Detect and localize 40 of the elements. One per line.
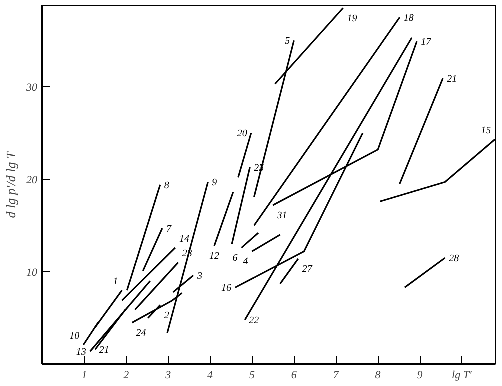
- series-label: 10: [70, 331, 80, 342]
- series-label: 28: [449, 254, 460, 265]
- series-label: 27: [302, 264, 314, 276]
- series-label: 5: [285, 36, 290, 48]
- x-tick-label: 7: [333, 370, 340, 382]
- x-tick-label: 5: [249, 370, 256, 382]
- series-label: 22: [249, 316, 260, 327]
- x-tick-label: lg T′: [452, 370, 472, 382]
- series-label: 21: [447, 74, 458, 86]
- series-label: 3: [196, 271, 202, 282]
- y-axis-title: d lg p′/d lg T: [4, 151, 18, 218]
- series-label: 2: [164, 310, 170, 322]
- series-label: 12: [209, 251, 220, 262]
- series-label: 8: [164, 180, 170, 192]
- series-label: 18: [404, 13, 414, 24]
- series-label: 24: [136, 328, 146, 339]
- series-label: 31: [276, 210, 288, 222]
- series-label: 13: [76, 347, 86, 358]
- series-label: 14: [179, 234, 190, 245]
- series-label: 17: [421, 37, 432, 48]
- y-tick-label: 20: [26, 174, 38, 186]
- series-label: 15: [481, 126, 492, 137]
- series-label: 4: [243, 256, 248, 268]
- y-tick-label: 10: [26, 266, 38, 279]
- x-tick-label: 3: [164, 370, 172, 382]
- y-tick-label: 30: [26, 82, 38, 94]
- series-label: 7: [166, 224, 172, 235]
- series-label: 21: [99, 345, 110, 356]
- series-label: 9: [212, 178, 218, 189]
- x-tick-label: 9: [417, 370, 424, 382]
- x-tick-label: 8: [375, 370, 382, 382]
- series-label: 6: [232, 252, 238, 264]
- series-label: 19: [347, 13, 358, 24]
- x-tick-label: 4: [208, 370, 214, 382]
- series-label: 1: [113, 276, 118, 288]
- x-tick-label: 6: [291, 370, 298, 382]
- x-tick-label: 2: [124, 370, 130, 382]
- series-label: 16: [221, 283, 232, 294]
- series-label: 20: [237, 128, 248, 140]
- x-tick-label: 1: [82, 370, 88, 382]
